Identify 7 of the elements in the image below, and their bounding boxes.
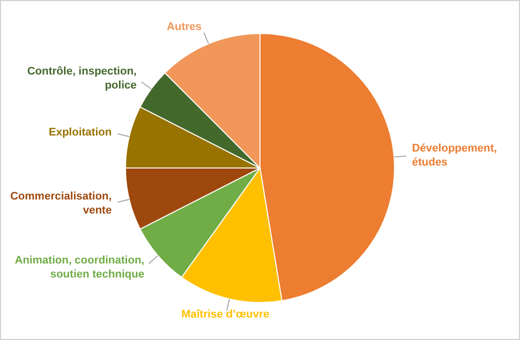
slice-label: Exploitation [48, 126, 112, 138]
slice-label: Commercialisation, vente [10, 190, 112, 217]
slice-label: Animation, coordination, soutien technique [14, 254, 144, 280]
slice-label: Contrôle, inspection, police [27, 65, 137, 92]
slice-label: Autres [166, 21, 202, 34]
slice-label: Développement, études [412, 142, 497, 169]
slice-label: Maîtrise d’œuvre [181, 308, 270, 321]
